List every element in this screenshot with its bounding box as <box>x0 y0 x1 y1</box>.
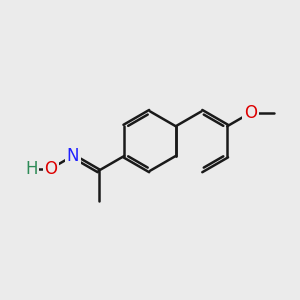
Text: O: O <box>44 160 57 178</box>
Text: O: O <box>244 104 257 122</box>
Text: N: N <box>67 147 79 165</box>
Text: H: H <box>25 160 38 178</box>
